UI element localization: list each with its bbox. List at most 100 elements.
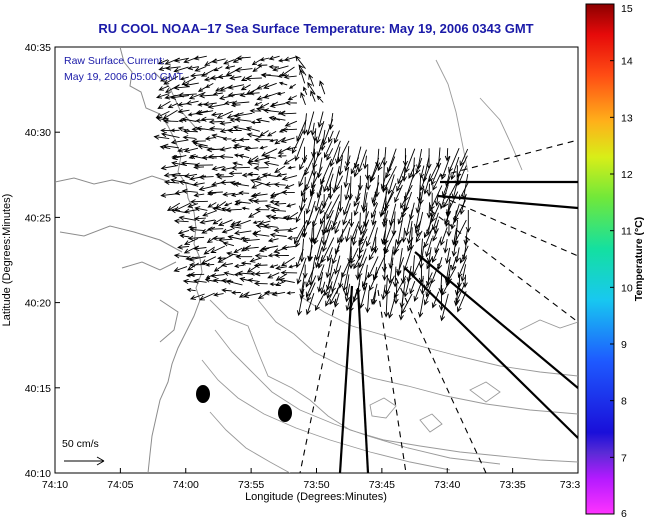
current-vector — [406, 220, 413, 245]
current-vector — [350, 157, 360, 175]
current-vector — [300, 184, 308, 197]
current-vector — [395, 218, 404, 246]
current-vector — [286, 291, 295, 295]
current-vector — [184, 173, 198, 179]
colorbar-tick-label: 10 — [621, 282, 633, 294]
current-vector — [377, 157, 385, 172]
current-vector — [182, 128, 199, 134]
current-vector — [225, 279, 243, 286]
current-vector — [183, 147, 199, 153]
current-vector — [299, 68, 306, 84]
current-vector — [281, 245, 297, 251]
current-vector — [400, 184, 413, 209]
current-vector — [285, 146, 297, 151]
current-vector — [263, 82, 277, 89]
current-vector — [353, 256, 361, 270]
current-vector — [194, 206, 208, 212]
current-vector — [439, 227, 448, 246]
current-vector — [261, 172, 279, 178]
current-vector — [326, 194, 340, 220]
current-vector — [355, 263, 361, 281]
current-vector — [462, 274, 468, 289]
current-vector — [260, 245, 279, 251]
current-vector — [277, 73, 287, 78]
colorbar-tick-label: 6 — [621, 508, 627, 519]
current-vector — [177, 244, 190, 250]
current-vector — [369, 271, 379, 292]
current-vector — [183, 245, 199, 254]
x-tick-label: 73:45 — [369, 479, 395, 491]
current-vector — [219, 146, 232, 152]
colorbar-tick-label: 12 — [621, 169, 633, 181]
current-vector — [227, 84, 245, 90]
current-vector — [316, 157, 323, 179]
current-vector — [404, 148, 416, 174]
current-vector — [306, 111, 315, 136]
current-vector — [358, 236, 368, 255]
current-vector — [333, 255, 341, 275]
current-vector — [409, 281, 416, 295]
current-vector — [198, 292, 215, 301]
current-vector — [219, 120, 232, 126]
current-vector — [282, 215, 296, 221]
colorbar-tick-label: 11 — [621, 226, 632, 238]
current-vector — [273, 201, 287, 207]
current-vector — [186, 287, 196, 292]
current-vector — [202, 210, 216, 217]
current-vector — [187, 203, 198, 208]
current-vector — [284, 100, 297, 106]
current-vector — [280, 270, 298, 276]
current-vector — [189, 175, 207, 181]
current-vector — [415, 157, 423, 175]
current-vector — [353, 146, 362, 169]
current-vector — [423, 227, 434, 248]
current-vector — [307, 81, 316, 95]
current-vector — [162, 109, 178, 120]
current-vector — [177, 147, 189, 153]
current-vector — [182, 135, 196, 141]
current-vector — [205, 83, 214, 88]
current-vector — [413, 283, 422, 302]
current-vector — [219, 154, 234, 160]
current-vector — [381, 191, 395, 217]
current-vector — [325, 254, 333, 279]
colorbar-label: Temperature (°C) — [633, 217, 645, 302]
current-vector — [218, 219, 233, 227]
current-vector — [232, 125, 251, 131]
current-vector — [231, 100, 250, 106]
current-vector — [242, 237, 260, 244]
current-vector — [358, 248, 367, 269]
current-vector — [368, 246, 377, 261]
temperature-colorbar — [585, 3, 615, 515]
current-vector — [268, 115, 286, 121]
current-vector — [159, 76, 171, 82]
current-vector — [394, 184, 403, 204]
current-vector — [319, 191, 332, 215]
current-vector — [233, 112, 253, 119]
current-vector — [438, 273, 444, 294]
current-vector — [240, 236, 250, 241]
current-vector — [348, 212, 355, 228]
current-vector — [203, 246, 215, 255]
current-vector — [249, 257, 262, 263]
current-vector — [305, 275, 317, 298]
current-vector — [286, 203, 296, 208]
current-vector — [303, 86, 308, 95]
current-vector — [331, 265, 342, 293]
current-vector — [173, 253, 189, 259]
current-vector — [267, 131, 277, 137]
current-vector — [278, 81, 288, 86]
current-vector — [235, 219, 251, 227]
coastline — [55, 47, 203, 473]
current-vector — [213, 292, 224, 297]
current-vector — [283, 74, 297, 80]
current-vector — [174, 190, 187, 196]
current-vector — [163, 179, 180, 185]
current-vector — [179, 76, 189, 81]
current-vector — [344, 283, 351, 303]
current-vector — [401, 293, 413, 315]
current-vector — [230, 192, 242, 197]
current-vector — [170, 139, 189, 145]
current-vector — [452, 210, 458, 224]
